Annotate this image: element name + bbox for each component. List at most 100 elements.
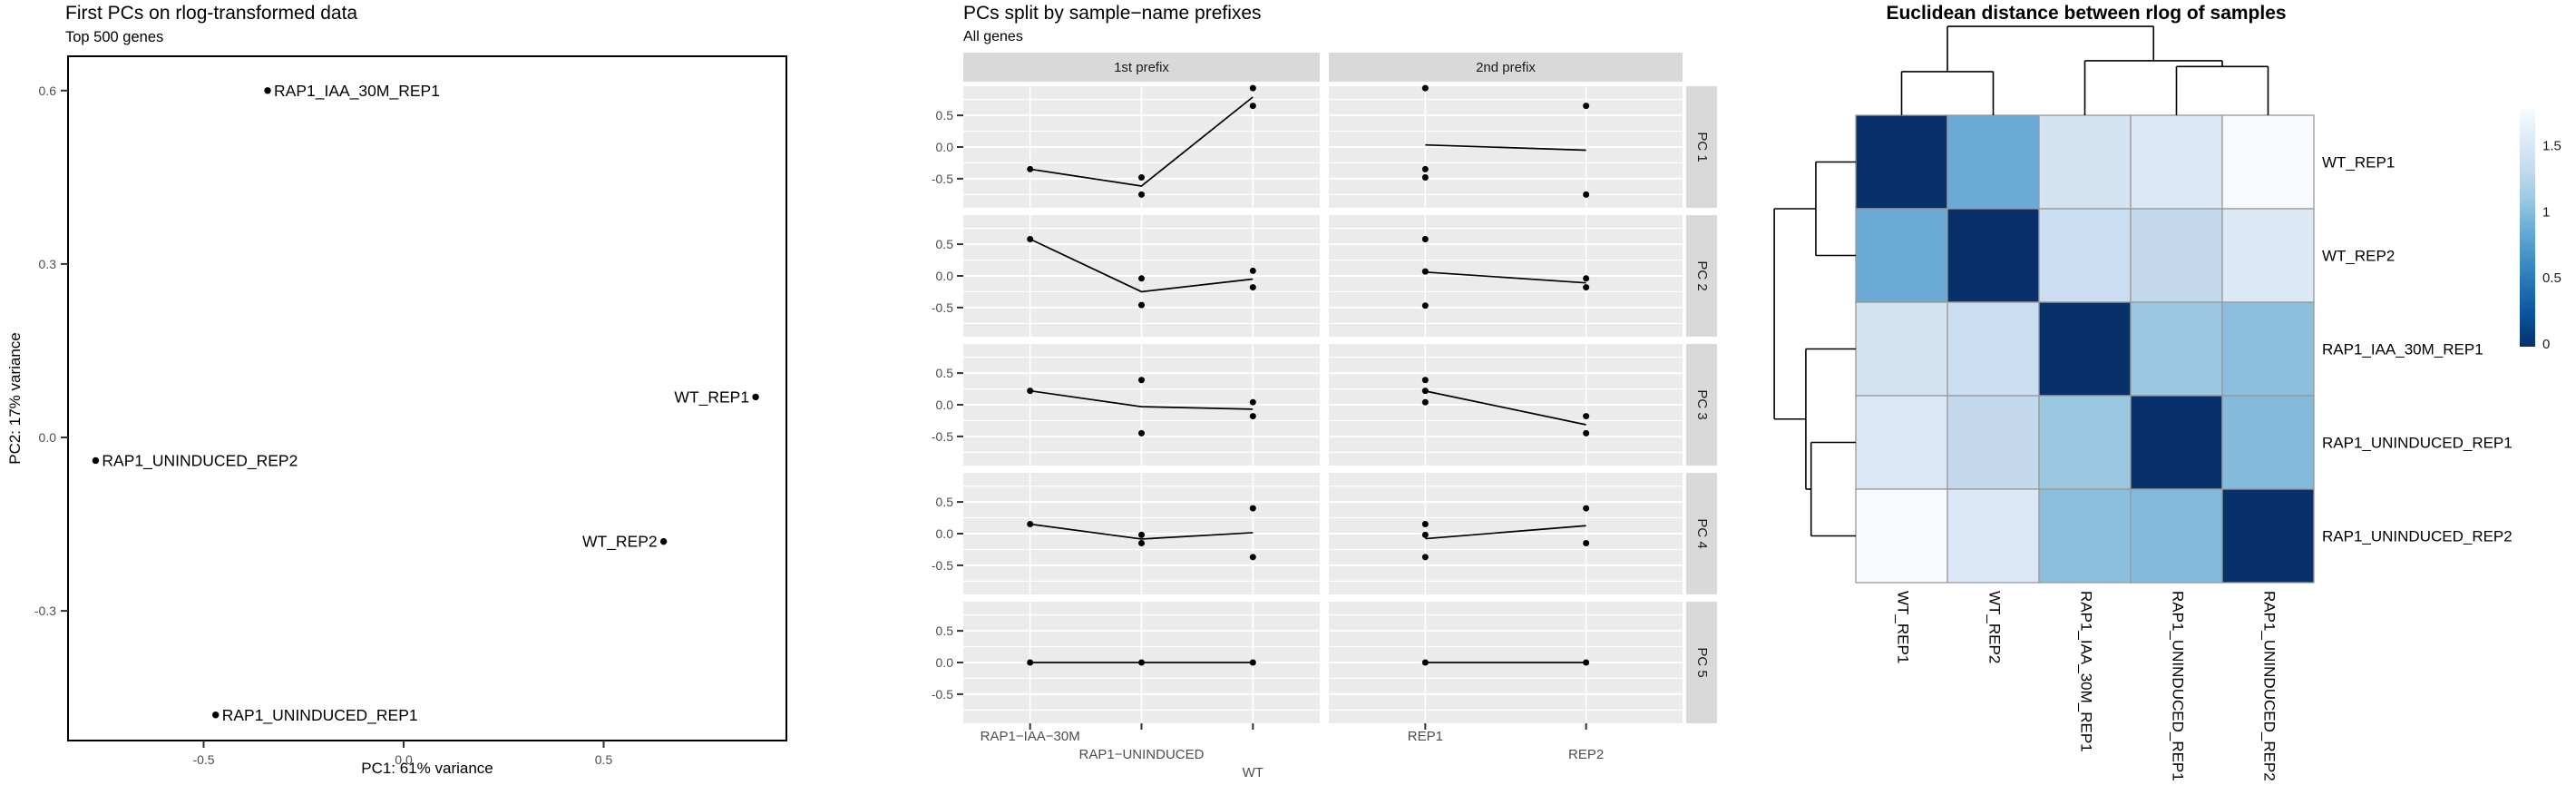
pca-point-label: WT_REP2 xyxy=(582,533,658,552)
svg-text:0.5: 0.5 xyxy=(936,237,954,251)
svg-text:-0.5: -0.5 xyxy=(192,752,214,767)
heatmap-cell xyxy=(2038,208,2132,303)
heatmap-cell xyxy=(2130,488,2223,584)
facet-row-pc-5: 0.5 0.0 -0.5 PC 5 xyxy=(932,602,1717,723)
heatmap-labels: WT_REP1 WT_REP2 RAP1_IAA_30M_REP1 RAP1_UNIN… xyxy=(1895,154,2513,781)
pca-y-axis-title: PC2: 17% variance xyxy=(6,332,24,465)
svg-text:0.5: 0.5 xyxy=(936,366,954,380)
heatmap-cell xyxy=(2038,301,2132,397)
legend-tick-label: 0.5 xyxy=(2542,270,2561,286)
heatmap-title: Euclidean distance between rlog of sampl… xyxy=(1886,3,2287,24)
svg-text:0.0: 0.0 xyxy=(936,526,954,541)
heatmap-cell xyxy=(1947,395,2040,490)
pca-points: RAP1_IAA_30M_REP1 WT_REP1 RAP1_UNINDUCED_R… xyxy=(92,82,759,725)
heatmap-cells xyxy=(1855,114,2315,584)
heatmap-col-label: WT_REP1 xyxy=(1895,591,1912,663)
heatmap-cell xyxy=(1855,208,1948,303)
heatmap-cell xyxy=(2130,395,2223,490)
heatmap-cell xyxy=(2221,395,2315,490)
heatmap-col-label: RAP1_IAA_30M_REP1 xyxy=(2078,591,2095,752)
facet-row-pc-1: 0.5 0.0 -0.5 PC 1 xyxy=(932,84,1717,208)
heatmap-row-label: RAP1_UNINDUCED_REP2 xyxy=(2322,528,2513,545)
facet-row-pc-2: 0.5 0.0 -0.5 PC 2 xyxy=(932,215,1717,337)
facet-x-axis: RAP1−IAA−30M RAP1−UNINDUCED WT REP1 REP2 xyxy=(981,723,1604,780)
svg-text:0.5: 0.5 xyxy=(936,108,954,123)
pca-x-axis-title: PC1: 61% variance xyxy=(361,760,493,777)
heatmap-cell xyxy=(1855,301,1948,397)
heatmap-row-label: WT_REP2 xyxy=(2322,248,2395,265)
heatmap-cell xyxy=(1947,114,2040,210)
heatmap-cell xyxy=(2038,488,2132,584)
heatmap-cell xyxy=(1947,488,2040,584)
heatmap-cell xyxy=(2221,301,2315,397)
heatmap-col-label: RAP1_UNINDUCED_REP1 xyxy=(2170,591,2187,781)
svg-text:-0.5: -0.5 xyxy=(932,558,953,573)
facet-row-pc-4: 0.5 0.0 -0.5 PC 4 xyxy=(932,473,1717,594)
svg-text:0.0: 0.0 xyxy=(936,140,954,154)
facets-title: PCs split by sample−name prefixes xyxy=(963,3,1262,24)
heatmap-legend: 1.5 1 0.5 0 xyxy=(2520,109,2561,352)
svg-text:PC 2: PC 2 xyxy=(1694,260,1710,290)
svg-text:-0.3: -0.3 xyxy=(34,604,56,618)
svg-text:WT: WT xyxy=(1243,765,1264,780)
svg-text:-0.5: -0.5 xyxy=(932,687,953,702)
svg-text:0.0: 0.0 xyxy=(395,752,413,767)
svg-text:-0.5: -0.5 xyxy=(932,300,953,315)
heatmap-row-label: RAP1_IAA_30M_REP1 xyxy=(2322,341,2483,358)
svg-text:-0.5: -0.5 xyxy=(932,172,953,186)
svg-text:PC 3: PC 3 xyxy=(1694,389,1710,419)
svg-text:0.6: 0.6 xyxy=(39,83,57,98)
pca-axes: -0.5 0.0 0.5 0.6 0.3 0.0 -0.3 xyxy=(34,83,613,767)
heatmap-cell xyxy=(2221,208,2315,303)
legend-tick-label: 0 xyxy=(2542,337,2550,352)
svg-text:0.3: 0.3 xyxy=(39,257,57,271)
heatmap-cell xyxy=(2221,488,2315,584)
heatmap-cell xyxy=(1947,301,2040,397)
heatmap-cell xyxy=(1855,114,1948,210)
heatmap-cell xyxy=(2221,114,2315,210)
heatmap-col-label: WT_REP2 xyxy=(1986,591,2004,663)
facet-row-pc-3: 0.5 0.0 -0.5 PC 3 xyxy=(932,344,1717,466)
pca-plot xyxy=(67,55,787,741)
legend-tick-label: 1.5 xyxy=(2542,139,2561,154)
heatmap-row-dendrogram xyxy=(1773,161,1856,537)
svg-text:PC 5: PC 5 xyxy=(1694,647,1710,677)
heatmap-cell xyxy=(2038,114,2132,210)
svg-text:0.0: 0.0 xyxy=(936,655,954,670)
heatmap-cell xyxy=(1947,208,2040,303)
heatmap-row-label: RAP1_UNINDUCED_REP1 xyxy=(2322,435,2513,452)
facet-col-strips: 1st prefix 2nd prefix xyxy=(963,53,1683,82)
svg-text:RAP1−UNINDUCED: RAP1−UNINDUCED xyxy=(1079,747,1205,762)
svg-text:RAP1−IAA−30M: RAP1−IAA−30M xyxy=(981,729,1080,744)
legend-tick-label: 1 xyxy=(2542,204,2550,220)
svg-text:0.0: 0.0 xyxy=(39,430,57,445)
svg-text:PC 1: PC 1 xyxy=(1694,132,1710,162)
heatmap-cell xyxy=(1855,395,1948,490)
svg-text:REP2: REP2 xyxy=(1568,747,1604,762)
svg-text:1st prefix: 1st prefix xyxy=(1114,60,1169,75)
heatmap-col-label: RAP1_UNINDUCED_REP2 xyxy=(2261,591,2278,781)
svg-text:0.5: 0.5 xyxy=(595,752,613,767)
pca-point-label: RAP1_IAA_30M_REP1 xyxy=(274,82,440,101)
pca-point-label: RAP1_UNINDUCED_REP1 xyxy=(222,706,418,725)
svg-text:-0.5: -0.5 xyxy=(932,429,953,444)
pca-subtitle: Top 500 genes xyxy=(65,29,164,45)
heatmap-cell xyxy=(2038,395,2132,490)
svg-text:REP1: REP1 xyxy=(1408,729,1443,744)
heatmap-cell xyxy=(2130,208,2223,303)
pca-point-label: RAP1_UNINDUCED_REP2 xyxy=(102,451,298,470)
svg-text:0.0: 0.0 xyxy=(936,398,954,412)
svg-text:0.0: 0.0 xyxy=(936,269,954,283)
heatmap-row-label: WT_REP1 xyxy=(2322,154,2395,172)
svg-text:0.5: 0.5 xyxy=(936,623,954,638)
heatmap-cell xyxy=(1855,488,1948,584)
svg-text:2nd prefix: 2nd prefix xyxy=(1476,60,1536,75)
heatmap-cell xyxy=(2130,301,2223,397)
pca-point-label: WT_REP1 xyxy=(674,388,749,407)
svg-text:0.5: 0.5 xyxy=(936,495,954,509)
pca-title: First PCs on rlog-transformed data xyxy=(65,3,358,24)
heatmap-cell xyxy=(2130,114,2223,210)
facets-subtitle: All genes xyxy=(963,29,1023,44)
